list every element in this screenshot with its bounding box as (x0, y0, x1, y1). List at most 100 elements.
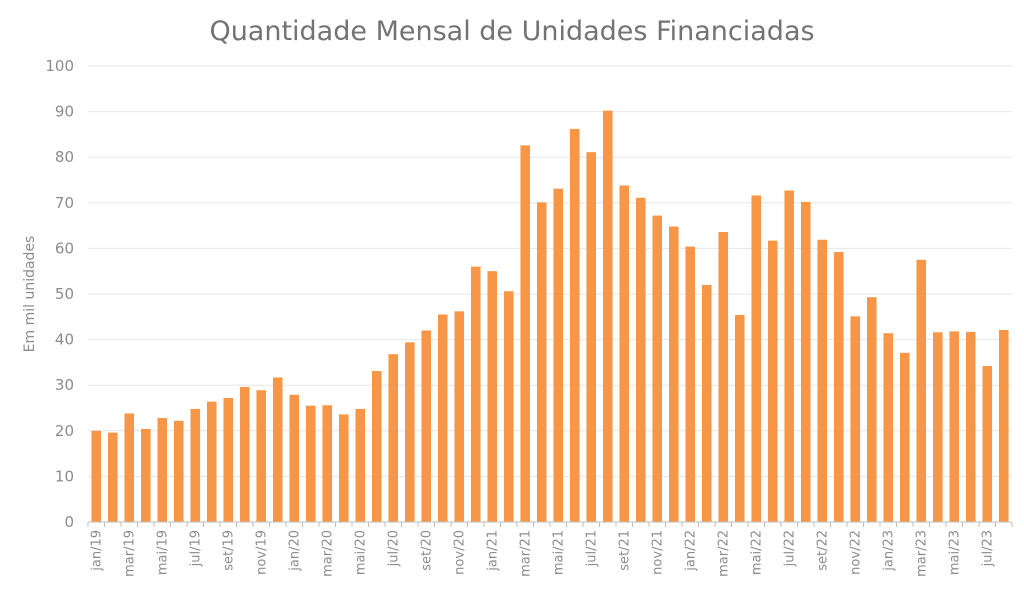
bar-fev-22 (701, 284, 712, 522)
bar-mar-21 (520, 145, 531, 522)
bar-jul-19 (190, 408, 201, 522)
bar-mai-19 (157, 418, 168, 522)
x-tick-label: set/22 (815, 530, 830, 571)
x-tick-labels: jan/19 mar/19 mai/19 jul/19 set/19 nov/19 jan/… (87, 522, 1013, 577)
bar-nov-22 (850, 316, 861, 522)
bar-jul-20 (388, 354, 399, 522)
bar-nov-19 (256, 390, 267, 522)
bar-ago-21 (602, 110, 613, 522)
x-tick-label: mar/19 (122, 530, 137, 577)
y-tick-label: 30 (55, 376, 74, 394)
bar-jan-22 (685, 246, 696, 522)
bar-dez-22 (866, 297, 877, 522)
y-tick-label: 20 (55, 422, 74, 440)
x-tick-label: nov/20 (452, 530, 467, 575)
bar-jun-19 (173, 420, 184, 522)
x-tick-label: jan/20 (287, 530, 302, 572)
bar-dez-20 (470, 266, 481, 522)
bar-abr-21 (536, 202, 547, 522)
x-tick-label: mar/22 (716, 530, 731, 577)
bar-fev-20 (305, 405, 316, 522)
bar-abr-19 (140, 428, 151, 522)
bar-mar-23 (916, 259, 927, 522)
x-tick-label: set/21 (617, 530, 632, 571)
bar-ago-19 (206, 401, 217, 522)
bars (91, 110, 1009, 523)
y-tick-labels: 0 10 20 30 40 50 60 70 80 90 100 (45, 57, 74, 531)
x-tick-label: mar/20 (320, 530, 335, 577)
x-tick-label: jan/21 (485, 530, 500, 572)
bar-mar-22 (718, 231, 729, 523)
bar-jun-22 (767, 240, 778, 522)
bar-mar-19 (124, 413, 135, 522)
y-axis-label: Em mil unidades (22, 236, 38, 353)
bar-fev-19 (107, 432, 118, 522)
bar-abr-22 (734, 314, 745, 522)
bar-out-21 (635, 197, 646, 522)
bar-ago-22 (800, 201, 811, 522)
bar-mai-21 (553, 188, 564, 522)
x-tick-label: mar/23 (914, 530, 929, 577)
bar-dez-19 (272, 377, 283, 522)
x-tick-label: set/19 (221, 530, 236, 571)
x-tick-label: mar/21 (518, 530, 533, 577)
chart-title: Quantidade Mensal de Unidades Financiada… (209, 16, 814, 47)
x-tick-label: jan/23 (881, 530, 896, 572)
bar-out-22 (833, 252, 844, 523)
x-tick-label: mai/20 (353, 530, 368, 575)
x-tick-label: nov/22 (848, 530, 863, 575)
x-tick-label: set/20 (419, 530, 434, 571)
bar-jun-20 (371, 371, 382, 522)
x-tick-label: jul/20 (386, 530, 401, 567)
bar-jun-23 (965, 331, 976, 522)
x-tick-label: nov/21 (650, 530, 665, 575)
bar-abr-20 (338, 414, 349, 522)
y-tick-label: 40 (55, 331, 74, 349)
y-tick-label: 90 (55, 103, 74, 121)
bar-jan-20 (289, 394, 300, 522)
bar-jan-23 (883, 333, 894, 522)
bar-fev-23 (899, 352, 910, 522)
bar-jul-23 (982, 366, 993, 522)
x-tick-label: mai/22 (749, 530, 764, 575)
bar-mai-23 (949, 331, 960, 522)
x-tick-label: mai/19 (155, 530, 170, 575)
y-tick-label: 60 (55, 239, 74, 257)
x-tick-label: jan/22 (683, 530, 698, 572)
bar-ago-23 (998, 330, 1009, 522)
x-tick-label: jul/21 (584, 530, 599, 567)
bar-jun-21 (569, 128, 580, 522)
bar-nov-20 (454, 311, 465, 522)
y-tick-label: 100 (45, 57, 74, 75)
bar-jan-19 (91, 430, 102, 522)
x-tick-label: mai/21 (551, 530, 566, 575)
x-tick-label: mai/23 (947, 530, 962, 575)
bar-nov-21 (652, 215, 663, 522)
x-tick-label: nov/19 (254, 530, 269, 575)
bar-dez-21 (668, 226, 679, 522)
y-tick-label: 70 (55, 194, 74, 212)
bar-set-22 (817, 239, 828, 523)
bar-jul-21 (586, 152, 597, 522)
bar-ago-20 (404, 342, 415, 522)
bar-set-20 (421, 330, 432, 522)
y-tick-label: 50 (55, 285, 74, 303)
y-tick-label: 10 (55, 467, 74, 485)
bar-set-19 (223, 397, 234, 522)
bar-fev-21 (503, 291, 514, 522)
bar-jul-22 (784, 190, 795, 523)
x-tick-label: jul/23 (980, 530, 995, 567)
x-tick-label: jan/19 (89, 530, 104, 572)
y-tick-label: 80 (55, 148, 74, 166)
bar-jan-21 (487, 271, 498, 522)
y-tick-label: 0 (64, 513, 74, 531)
bar-out-19 (239, 387, 250, 522)
x-tick-label: jul/22 (782, 530, 797, 567)
bar-mai-22 (751, 195, 762, 522)
bar-mar-20 (322, 405, 333, 522)
x-tick-label: jul/19 (188, 530, 203, 567)
bar-out-20 (437, 314, 448, 522)
bar-abr-23 (932, 332, 943, 522)
bar-mai-20 (355, 408, 366, 522)
